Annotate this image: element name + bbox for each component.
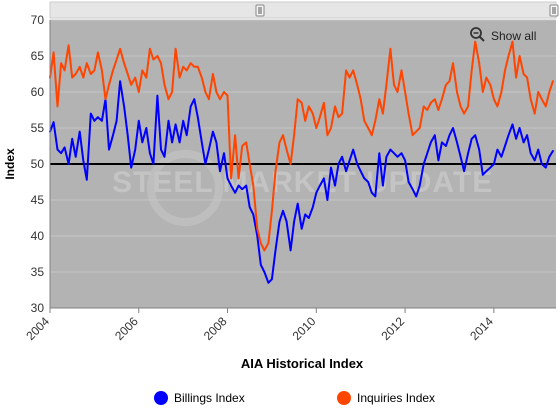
- zoom-icon-handle: [478, 35, 485, 42]
- x-tick-labels: 2004 2006 2008 2010 2012 2014: [23, 308, 496, 343]
- series-line-billings[interactable]: [49, 80, 554, 284]
- y-axis-title: Index: [3, 148, 17, 180]
- x-tick-label: 2010: [290, 314, 319, 343]
- zoom-out-icon: [470, 27, 482, 39]
- y-tick-label: 45: [31, 193, 45, 207]
- legend-swatch-inquiries: [337, 391, 351, 405]
- y-tick-label: 55: [31, 121, 45, 135]
- x-tick-label: 2004: [23, 314, 52, 343]
- y-tick-label: 65: [31, 49, 45, 63]
- range-navigator[interactable]: [49, 1, 557, 19]
- series-group: [49, 40, 554, 284]
- y-tick-label: 40: [31, 229, 45, 243]
- navigator-handle-left[interactable]: [255, 4, 265, 17]
- watermark: STEEL MARKET UPDATE: [112, 150, 493, 226]
- x-tick-label: 2012: [378, 314, 407, 343]
- y-tick-labels: 30 35 40 45 50 55 60 65 70: [31, 13, 45, 315]
- x-tick-label: 2014: [467, 314, 496, 343]
- y-tick-label: 50: [31, 157, 45, 171]
- series-line-inquiries[interactable]: [49, 40, 554, 252]
- x-tick-label: 2008: [201, 314, 230, 343]
- y-tick-label: 70: [31, 13, 45, 27]
- show-all-label: Show all: [491, 29, 536, 43]
- x-tick-label: 2006: [112, 314, 141, 343]
- legend-swatch-billings: [154, 391, 168, 405]
- legend-label-billings: Billings Index: [174, 391, 245, 405]
- x-axis-title: AIA Historical Index: [241, 356, 364, 371]
- legend: Billings Index Inquiries Index: [154, 391, 435, 405]
- legend-item-inquiries[interactable]: Inquiries Index: [337, 391, 435, 405]
- legend-label-inquiries: Inquiries Index: [357, 391, 435, 405]
- y-tick-label: 30: [31, 301, 45, 315]
- show-all-button[interactable]: Show all: [470, 27, 536, 43]
- y-tick-label: 60: [31, 85, 45, 99]
- watermark-text: STEEL MARKET UPDATE: [112, 166, 493, 199]
- y-tick-label: 35: [31, 265, 45, 279]
- navigator-handle-right[interactable]: [549, 4, 559, 17]
- legend-item-billings[interactable]: Billings Index: [154, 391, 245, 405]
